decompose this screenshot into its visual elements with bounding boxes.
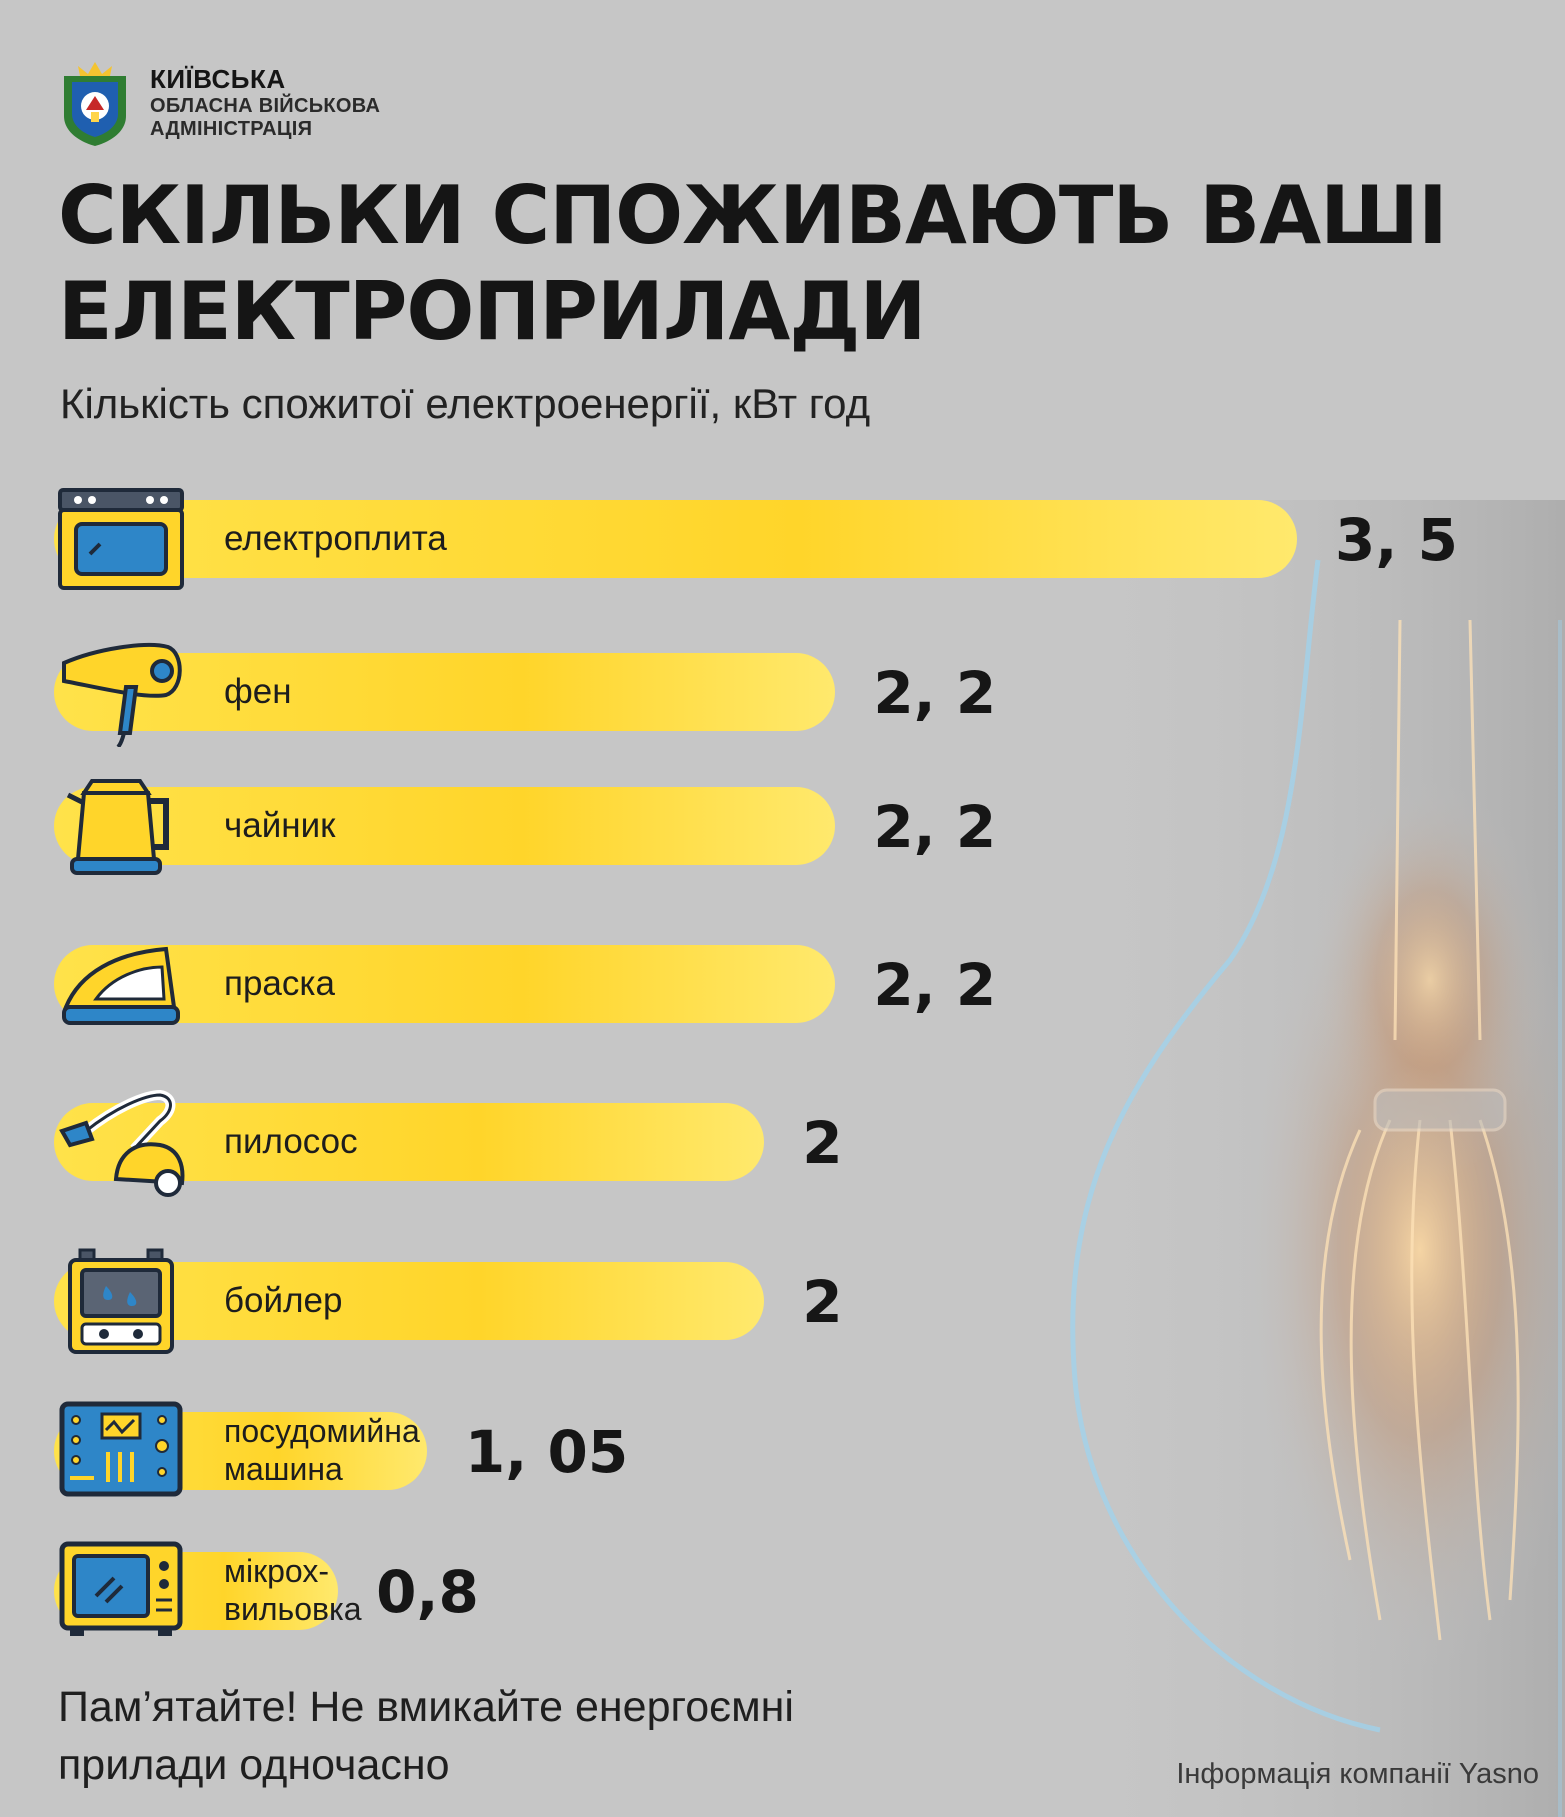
bar-row: бойлер 2 — [0, 1248, 1565, 1354]
bar-label: посудомийна машина — [224, 1412, 420, 1488]
bar-row: пилосос 2 — [0, 1089, 1565, 1197]
bar-row: чайник 2, 2 — [0, 779, 1565, 875]
title-line-2: ЕЛЕКТРОПРИЛАДИ — [58, 265, 926, 358]
org-name-line2: ОБЛАСНА ВІЙСЬКОВА — [150, 94, 381, 117]
bar-label-line: вильовка — [224, 1591, 362, 1627]
bar-row: фен 2, 2 — [0, 643, 1565, 747]
chart-subtitle: Кількість спожитої електроенергії, кВт г… — [60, 380, 871, 427]
bar-row: посудомийна машина 1, 05 — [0, 1401, 1565, 1497]
bar — [54, 787, 836, 865]
bar-label: фен — [224, 672, 292, 711]
bar-label-line: машина — [224, 1451, 343, 1487]
data-label: 3, 5 — [1335, 506, 1458, 574]
data-label: 2, 2 — [873, 951, 997, 1019]
bar-label: чайник — [224, 806, 336, 845]
bar-row: мікрох-вильовка 0,8 — [0, 1541, 1565, 1636]
kettle-icon — [66, 779, 169, 875]
bar-row: праска 2, 2 — [0, 945, 1565, 1025]
hair-dryer-icon — [62, 643, 182, 747]
bar-label: пилосос — [224, 1122, 358, 1161]
org-name: КИЇВСЬКА — [150, 64, 286, 95]
note-line-1: Пам’ятайте! Не вмикайте енергоємні — [58, 1683, 794, 1731]
dishwasher-icon — [59, 1401, 183, 1497]
data-label: 2 — [802, 1109, 843, 1177]
data-label: 1, 05 — [464, 1418, 629, 1486]
data-label: 2, 2 — [873, 659, 997, 727]
data-label: 2 — [802, 1268, 843, 1336]
boiler-icon — [68, 1248, 174, 1354]
header: КИЇВСЬКА ОБЛАСНА ВІЙСЬКОВА АДМІНІСТРАЦІЯ — [58, 58, 380, 148]
coat-of-arms-icon — [64, 62, 126, 146]
bar-label-line: посудомийна — [224, 1413, 420, 1449]
bar — [54, 945, 836, 1023]
data-label: 0,8 — [376, 1558, 479, 1626]
bar-label-line: мікрох- — [224, 1553, 329, 1589]
iron-icon — [62, 946, 180, 1025]
vacuum-cleaner-icon — [59, 1089, 185, 1197]
org-name-line3: АДМІНІСТРАЦІЯ — [150, 117, 313, 140]
bar-label: праска — [224, 964, 335, 1003]
reminder-note: Пам’ятайте! Не вмикайте енергоємні прила… — [58, 1678, 794, 1794]
stove-icon — [58, 488, 184, 590]
bar-label: електроплита — [224, 519, 447, 558]
bar — [54, 500, 1297, 578]
bar-label: бойлер — [224, 1281, 343, 1320]
bar-label: мікрох-вильовка — [224, 1552, 362, 1628]
bar — [54, 653, 836, 731]
microwave-icon — [59, 1541, 183, 1636]
page-title: СКІЛЬКИ СПОЖИВАЮТЬ ВАШІ ЕЛЕКТРОПРИЛАДИ — [58, 168, 1448, 360]
title-line-1: СКІЛЬКИ СПОЖИВАЮТЬ ВАШІ — [58, 169, 1448, 262]
bar-row: електроплита 3, 5 — [0, 488, 1565, 590]
data-label: 2, 2 — [873, 793, 997, 861]
source-credit: Інформація компанії Yasno — [1176, 1758, 1539, 1790]
note-line-2: прилади одночасно — [58, 1741, 450, 1789]
